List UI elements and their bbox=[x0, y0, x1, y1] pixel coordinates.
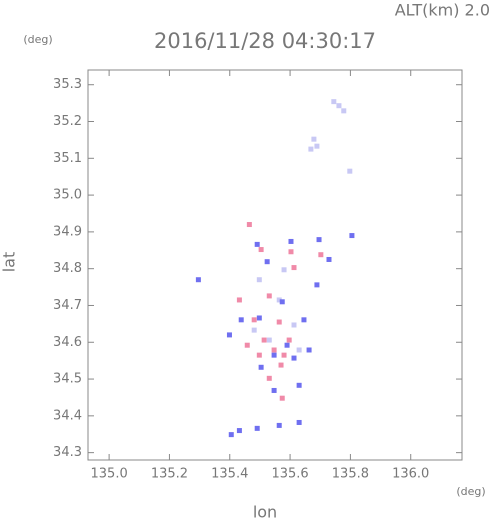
radar-point bbox=[195, 277, 201, 283]
y-tick-label: 34.3 bbox=[53, 445, 82, 460]
radar-point bbox=[341, 108, 347, 114]
plot-frame bbox=[87, 69, 463, 461]
radar-point bbox=[281, 267, 287, 273]
y-tick-label: 35.1 bbox=[53, 151, 82, 166]
radar-point bbox=[288, 238, 294, 244]
radar-point bbox=[349, 233, 355, 239]
radar-point bbox=[271, 352, 277, 358]
radar-point bbox=[296, 419, 302, 425]
radar-point bbox=[279, 395, 285, 401]
radar-point bbox=[251, 327, 257, 333]
x-tick-label: 135.8 bbox=[332, 467, 369, 482]
radar-point bbox=[288, 249, 294, 255]
x-tick-label: 135.2 bbox=[151, 467, 188, 482]
y-tick-label: 35.3 bbox=[53, 77, 82, 92]
radar-point bbox=[256, 277, 262, 283]
radar-point bbox=[226, 332, 232, 338]
radar-point bbox=[276, 297, 282, 303]
y-tick-label: 34.5 bbox=[53, 372, 82, 387]
radar-point bbox=[314, 282, 320, 288]
radar-point bbox=[316, 237, 322, 243]
radar-point bbox=[266, 375, 272, 381]
x-tick-label: 135.4 bbox=[211, 467, 248, 482]
radar-point bbox=[311, 136, 317, 142]
radar-point bbox=[296, 382, 302, 388]
radar-point bbox=[301, 317, 307, 323]
x-tick-label: 135.0 bbox=[91, 467, 128, 482]
x-unit: (deg) bbox=[456, 485, 485, 498]
radar-point bbox=[228, 432, 234, 438]
x-axis-label: lon bbox=[253, 503, 277, 521]
y-unit: (deg) bbox=[23, 33, 52, 46]
y-axis-label: lat bbox=[0, 252, 19, 273]
radar-point bbox=[308, 146, 314, 152]
altitude-label: ALT(km) 2.0 bbox=[395, 1, 490, 20]
radar-point bbox=[236, 428, 242, 434]
radar-point bbox=[271, 347, 277, 353]
radar-point bbox=[266, 293, 272, 299]
radar-point bbox=[326, 256, 332, 262]
radar-point bbox=[318, 252, 324, 258]
radar-point bbox=[256, 352, 262, 358]
radar-point bbox=[331, 99, 337, 105]
radar-point bbox=[314, 143, 320, 149]
radar-point bbox=[347, 168, 353, 174]
radar-point bbox=[254, 425, 260, 431]
y-tick-label: 34.4 bbox=[53, 408, 82, 423]
y-tick-label: 35.2 bbox=[53, 114, 82, 129]
radar-point bbox=[296, 347, 302, 353]
radar-point bbox=[246, 222, 252, 228]
y-tick-label: 34.8 bbox=[53, 261, 82, 276]
radar-point bbox=[276, 422, 282, 428]
radar-point bbox=[251, 317, 257, 323]
x-tick-label: 135.6 bbox=[271, 467, 308, 482]
radar-point bbox=[336, 103, 342, 109]
x-tick-label: 136.0 bbox=[392, 467, 429, 482]
y-tick-label: 34.7 bbox=[53, 298, 82, 313]
radar-point bbox=[278, 362, 284, 368]
radar-point bbox=[236, 297, 242, 303]
radar-point bbox=[306, 347, 312, 353]
radar-point bbox=[281, 352, 287, 358]
chart-title: 2016/11/28 04:30:17 bbox=[154, 29, 376, 53]
radar-point bbox=[284, 342, 290, 348]
radar-point bbox=[244, 342, 250, 348]
y-tick-label: 34.6 bbox=[53, 335, 82, 350]
radar-point bbox=[291, 355, 297, 361]
radar-point bbox=[266, 337, 272, 343]
radar-point bbox=[256, 315, 262, 321]
radar-point bbox=[238, 317, 244, 323]
radar-point bbox=[279, 299, 285, 305]
radar-point bbox=[271, 387, 277, 393]
radar-point bbox=[258, 364, 264, 370]
radar-point bbox=[291, 265, 297, 271]
radar-point bbox=[258, 247, 264, 253]
radar-point bbox=[276, 319, 282, 325]
radar-point bbox=[286, 337, 292, 343]
y-tick-label: 34.9 bbox=[53, 224, 82, 239]
radar-point bbox=[264, 259, 270, 265]
radar-point bbox=[261, 337, 267, 343]
radar-point bbox=[254, 241, 260, 247]
radar-point bbox=[291, 322, 297, 328]
y-tick-label: 35.0 bbox=[53, 188, 82, 203]
